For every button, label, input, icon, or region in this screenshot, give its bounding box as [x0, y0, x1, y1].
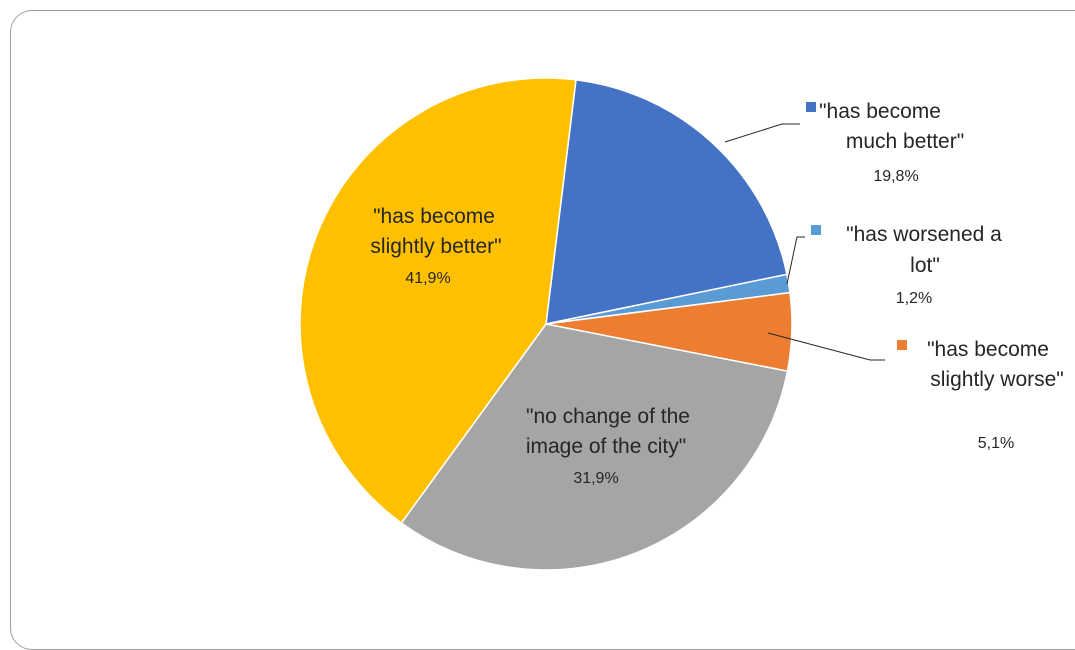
pie-slice-4 [400, 323, 789, 571]
slice-label-4-line-1: "no change of the [526, 405, 690, 428]
leader-line-1 [724, 123, 800, 143]
slice-value-4: 31,9% [573, 470, 618, 487]
pie-chart: "has become much better" 19,8% "has worsene… [299, 77, 1064, 571]
slice-value-3: 5,1% [978, 435, 1014, 452]
slice-label-1-line-2: much better" [846, 130, 964, 153]
slice-label-5-line-1: "has become [373, 205, 495, 228]
chart-area: "has become much better" 19,8% "has worsene… [10, 10, 1075, 650]
slice-label-4-line-2: image of the city" [526, 435, 686, 458]
leader-line-3 [767, 332, 885, 361]
slice-label-3-line-1: "has become [927, 338, 1049, 361]
slice-label-2-line-2: lot" [910, 254, 940, 277]
label-key-2 [811, 225, 821, 235]
pie-slice-5 [299, 77, 577, 525]
slice-label-5-line-2: slightly better" [370, 235, 501, 258]
slice-label-3-line-2: slightly worse" [930, 368, 1064, 391]
leader-line-2 [786, 236, 805, 285]
label-key-1 [806, 102, 816, 112]
label-key-3 [897, 340, 907, 350]
slice-label-1-line-1: "has become [819, 100, 941, 123]
slice-value-2: 1,2% [896, 290, 932, 307]
pie-slice-1 [545, 78, 788, 325]
slice-value-1: 19,8% [873, 168, 918, 185]
slice-label-2-line-1: "has worsened a [846, 223, 1002, 246]
slice-value-5: 41,9% [405, 270, 450, 287]
